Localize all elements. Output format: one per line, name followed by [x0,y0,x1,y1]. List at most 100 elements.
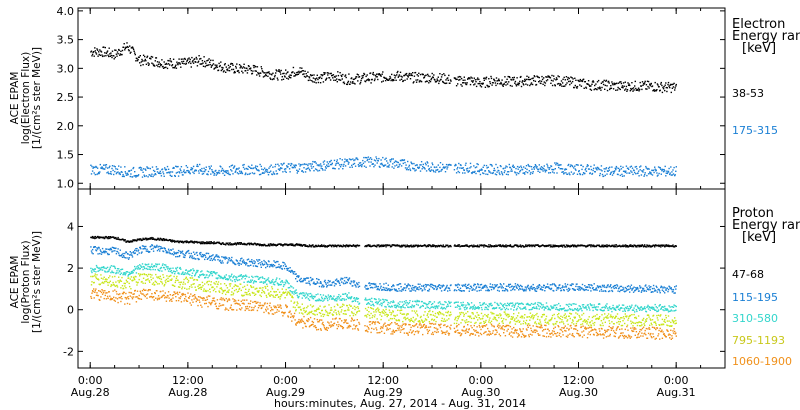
data-point [414,71,417,74]
data-point [606,286,608,288]
data-point [469,78,471,80]
data-point [156,249,159,252]
data-point [438,284,441,286]
data-point [324,169,326,171]
data-point [351,82,353,84]
data-point [204,242,206,245]
data-point [540,166,543,168]
data-point [297,170,300,172]
data-point [388,164,391,166]
data-point [286,77,288,79]
data-point [134,249,136,251]
data-point [485,306,488,309]
data-point [514,289,516,291]
data-point [608,82,610,84]
data-point [581,287,583,289]
data-point [235,170,237,172]
data-point [443,166,445,168]
data-point [221,66,223,69]
data-point [137,58,139,61]
data-point [115,253,118,255]
data-point [132,48,135,51]
data-point [654,81,656,84]
data-point [469,307,471,310]
data-point [109,172,111,175]
data-point [119,172,121,174]
data-point [621,175,624,177]
data-point [362,76,364,79]
data-point [236,276,238,279]
data-point [576,85,579,88]
data-point [480,289,482,291]
data-point [664,89,666,92]
data-point [106,248,108,250]
data-point [266,71,269,74]
data-point [334,76,336,78]
data-point [256,66,259,68]
data-point [665,289,667,291]
data-point [211,255,213,257]
data-point [656,89,658,91]
data-point [108,248,110,251]
data-point [550,82,552,84]
data-point [659,292,661,294]
data-point [271,173,274,176]
data-point [587,165,589,167]
data-point [427,244,429,247]
data-point [593,283,595,285]
data-point [619,81,621,83]
data-point [297,73,300,75]
data-point [123,256,125,258]
data-point [399,306,402,308]
data-point [376,301,378,303]
data-point [235,65,237,68]
data-point [327,74,329,76]
data-point [607,80,610,83]
data-point [197,61,199,64]
data-point [581,79,583,82]
data-point [226,279,229,281]
data-point [657,166,660,168]
data-point [338,79,341,81]
data-point [309,284,311,286]
data-point [424,283,427,286]
data-point [526,285,529,287]
data-point [176,255,179,258]
data-point [602,81,604,83]
data-point [268,71,270,73]
data-point [469,288,471,290]
data-point [353,280,356,282]
data-point [136,239,138,242]
data-point [515,309,518,311]
data-point [560,168,563,170]
data-point [387,162,389,164]
data-point [478,286,480,288]
data-point [621,173,623,176]
data-point [311,80,313,82]
data-point [579,289,581,291]
data-point [477,306,479,308]
data-point [140,248,142,250]
data-point [655,290,657,292]
data-point [308,168,311,171]
data-point [201,241,204,243]
data-point [302,294,305,297]
data-point [202,62,204,64]
data-point [590,290,592,292]
data-point [334,299,336,302]
data-point [168,250,170,252]
data-point [519,284,522,287]
data-point [293,165,296,167]
data-point [672,86,675,88]
data-point [666,287,669,289]
data-point [141,58,143,61]
data-point [275,278,277,281]
data-point [406,78,408,80]
data-point [367,245,369,247]
data-point [170,239,173,241]
data-point [591,172,594,175]
data-point [161,238,163,240]
data-point [380,285,382,287]
data-point [487,85,489,87]
data-point [291,163,293,165]
